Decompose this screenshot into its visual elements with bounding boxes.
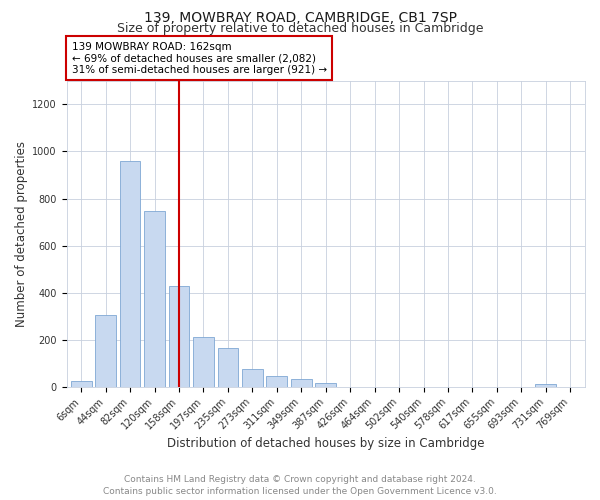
Bar	[242, 369, 263, 387]
Bar	[193, 338, 214, 387]
Bar	[266, 376, 287, 387]
Text: 139 MOWBRAY ROAD: 162sqm
← 69% of detached houses are smaller (2,082)
31% of sem: 139 MOWBRAY ROAD: 162sqm ← 69% of detach…	[71, 42, 327, 75]
Bar	[218, 348, 238, 387]
Bar	[169, 286, 190, 387]
Bar	[120, 161, 140, 387]
Text: Size of property relative to detached houses in Cambridge: Size of property relative to detached ho…	[117, 22, 483, 35]
Y-axis label: Number of detached properties: Number of detached properties	[15, 141, 28, 327]
Text: 139, MOWBRAY ROAD, CAMBRIDGE, CB1 7SP: 139, MOWBRAY ROAD, CAMBRIDGE, CB1 7SP	[143, 11, 457, 25]
Bar	[316, 382, 336, 387]
Bar	[535, 384, 556, 387]
Bar	[291, 379, 311, 387]
Bar	[144, 212, 165, 387]
X-axis label: Distribution of detached houses by size in Cambridge: Distribution of detached houses by size …	[167, 437, 485, 450]
Text: Contains HM Land Registry data © Crown copyright and database right 2024.
Contai: Contains HM Land Registry data © Crown c…	[103, 474, 497, 496]
Bar	[95, 315, 116, 387]
Bar	[71, 381, 92, 387]
